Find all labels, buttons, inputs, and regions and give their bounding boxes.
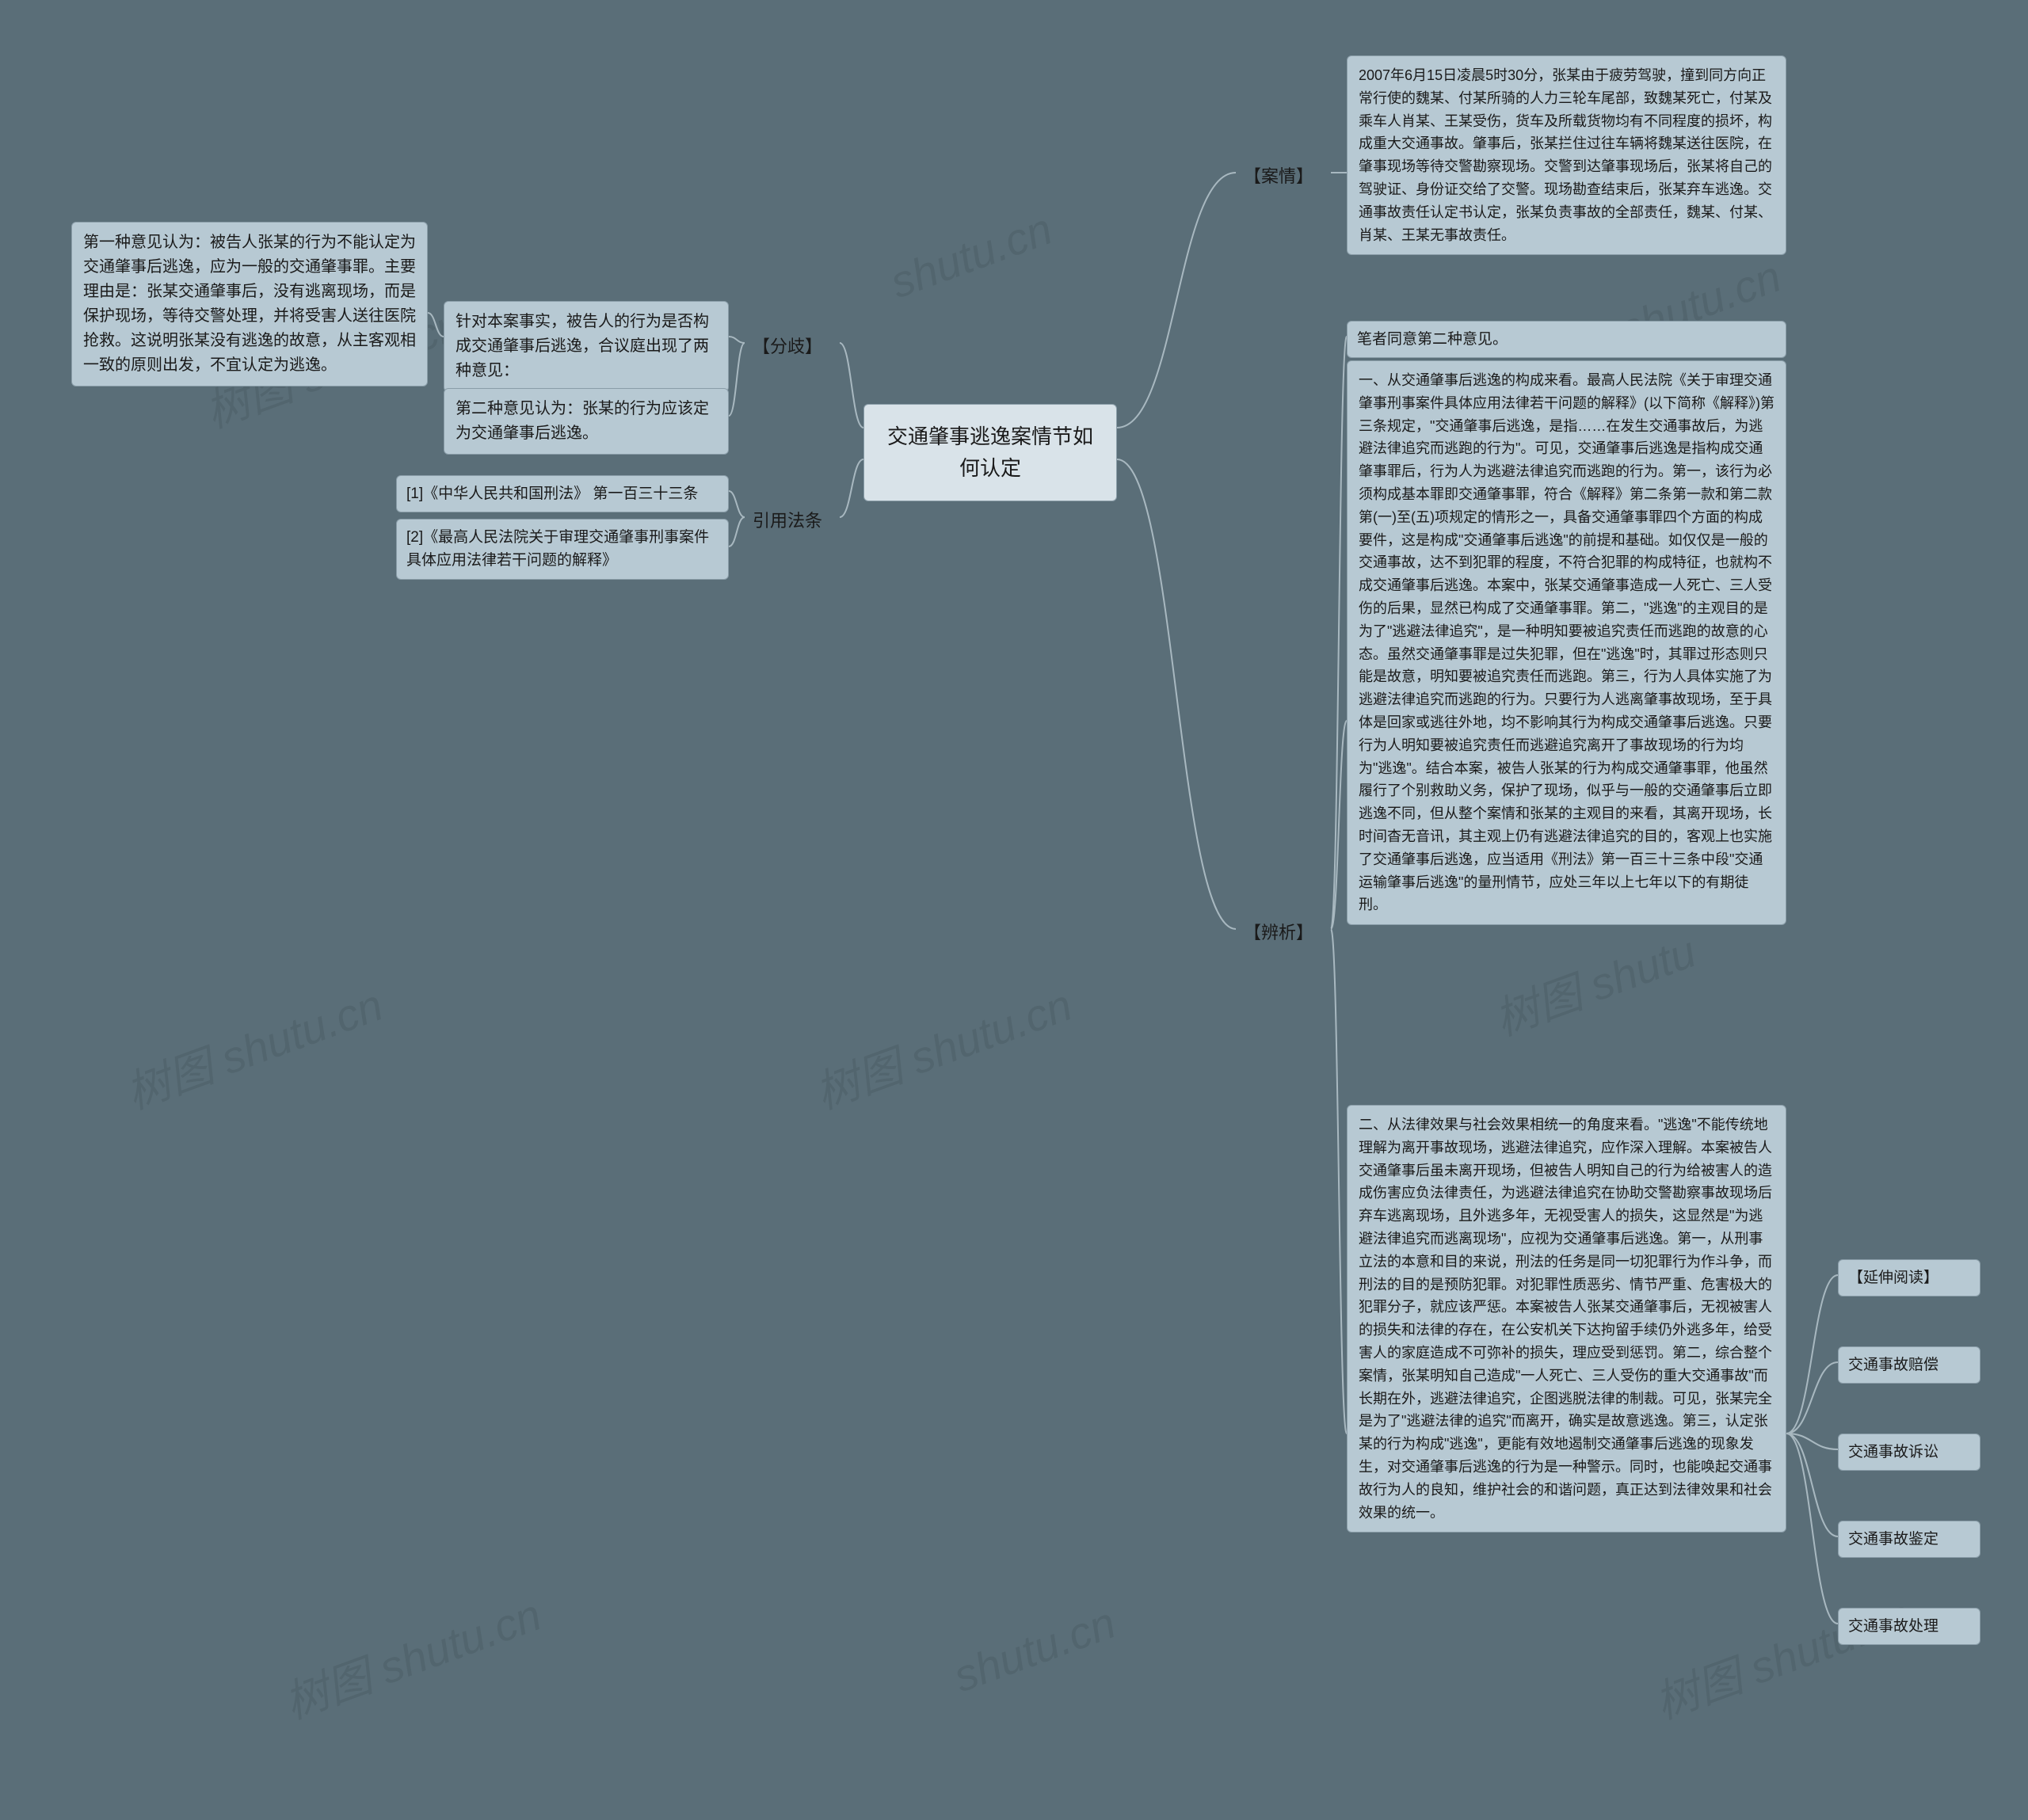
law-item-0: [1]《中华人民共和国刑法》 第一百三十三条	[396, 475, 729, 512]
dispute-intro: 针对本案事实，被告人的行为是否构成交通肇事后逃逸，合议庭出现了两种意见：	[444, 301, 729, 392]
section-dispute: 【分歧】	[745, 329, 840, 365]
section-law-label: 引用法条	[753, 511, 822, 531]
law-item-1-text: [2]《最高人民法院关于审理交通肇事刑事案件具体应用法律若干问题的解释》	[406, 529, 709, 569]
center-label: 交通肇事逃逸案情节如何认定	[887, 425, 1093, 480]
ext-2-t: 交通事故诉讼	[1848, 1444, 1938, 1460]
section-law: 引用法条	[745, 503, 840, 539]
ext-1: 交通事故赔偿	[1838, 1346, 1980, 1384]
section-analysis-label: 【辨析】	[1244, 923, 1313, 942]
ext-3-t: 交通事故鉴定	[1848, 1531, 1938, 1548]
watermark: 树图 shutu.cn	[805, 969, 1080, 1121]
analysis-item-0: 笔者同意第二种意见。	[1347, 321, 1786, 358]
law-item-1: [2]《最高人民法院关于审理交通肇事刑事案件具体应用法律若干问题的解释》	[396, 519, 729, 580]
section-dispute-label: 【分歧】	[753, 337, 822, 356]
analysis-item-1-text: 一、从交通肇事后逃逸的构成来看。最高人民法院《关于审理交通肇事刑事案件具体应用法…	[1359, 372, 1774, 912]
ext-4-t: 交通事故处理	[1848, 1618, 1938, 1635]
dispute-op-0: 第一种意见认为：被告人张某的行为不能认定为交通肇事后逃逸，应为一般的交通肇事罪。…	[71, 222, 428, 386]
watermark: shutu.cn	[947, 1597, 1122, 1702]
ext-1-t: 交通事故赔偿	[1848, 1357, 1938, 1373]
watermark: 树图 shutu	[1485, 916, 1703, 1049]
case-body: 2007年6月15日凌晨5时30分，张某由于疲劳驾驶，撞到同方向正常行使的魏某、…	[1347, 55, 1786, 255]
ext-2: 交通事故诉讼	[1838, 1434, 1980, 1471]
ext-0-t: 【延伸阅读】	[1848, 1270, 1938, 1286]
watermark: 树图 shutu.cn	[1645, 1579, 1919, 1731]
ext-3: 交通事故鉴定	[1838, 1521, 1980, 1558]
dispute-op-0-text: 第一种意见认为：被告人张某的行为不能认定为交通肇事后逃逸，应为一般的交通肇事罪。…	[83, 234, 416, 374]
watermark: shutu.cn	[883, 203, 1058, 308]
center-node: 交通肇事逃逸案情节如何认定	[863, 404, 1117, 501]
analysis-item-1: 一、从交通肇事后逃逸的构成来看。最高人民法院《关于审理交通肇事刑事案件具体应用法…	[1347, 360, 1786, 925]
dispute-op-1: 第二种意见认为：张某的行为应该定为交通肇事后逃逸。	[444, 388, 729, 455]
section-case-label: 【案情】	[1244, 166, 1313, 186]
analysis-item-2-text: 二、从法律效果与社会效果相统一的角度来看。"逃逸"不能传统地理解为离开事故现场，…	[1359, 1117, 1772, 1521]
section-analysis: 【辨析】	[1236, 915, 1331, 951]
dispute-intro-text: 针对本案事实，被告人的行为是否构成交通肇事后逃逸，合议庭出现了两种意见：	[456, 313, 709, 379]
ext-4: 交通事故处理	[1838, 1608, 1980, 1645]
watermark: 树图 shutu.cn	[274, 1579, 549, 1731]
analysis-item-0-text: 笔者同意第二种意见。	[1357, 331, 1508, 348]
law-item-0-text: [1]《中华人民共和国刑法》 第一百三十三条	[406, 485, 698, 502]
case-body-text: 2007年6月15日凌晨5时30分，张某由于疲劳驾驶，撞到同方向正常行使的魏某、…	[1359, 67, 1772, 243]
watermark: 树图 shutu.cn	[116, 969, 391, 1121]
dispute-op-1-text: 第二种意见认为：张某的行为应该定为交通肇事后逃逸。	[456, 400, 709, 442]
section-case: 【案情】	[1236, 158, 1331, 195]
analysis-item-2: 二、从法律效果与社会效果相统一的角度来看。"逃逸"不能传统地理解为离开事故现场，…	[1347, 1105, 1786, 1533]
ext-0: 【延伸阅读】	[1838, 1259, 1980, 1296]
